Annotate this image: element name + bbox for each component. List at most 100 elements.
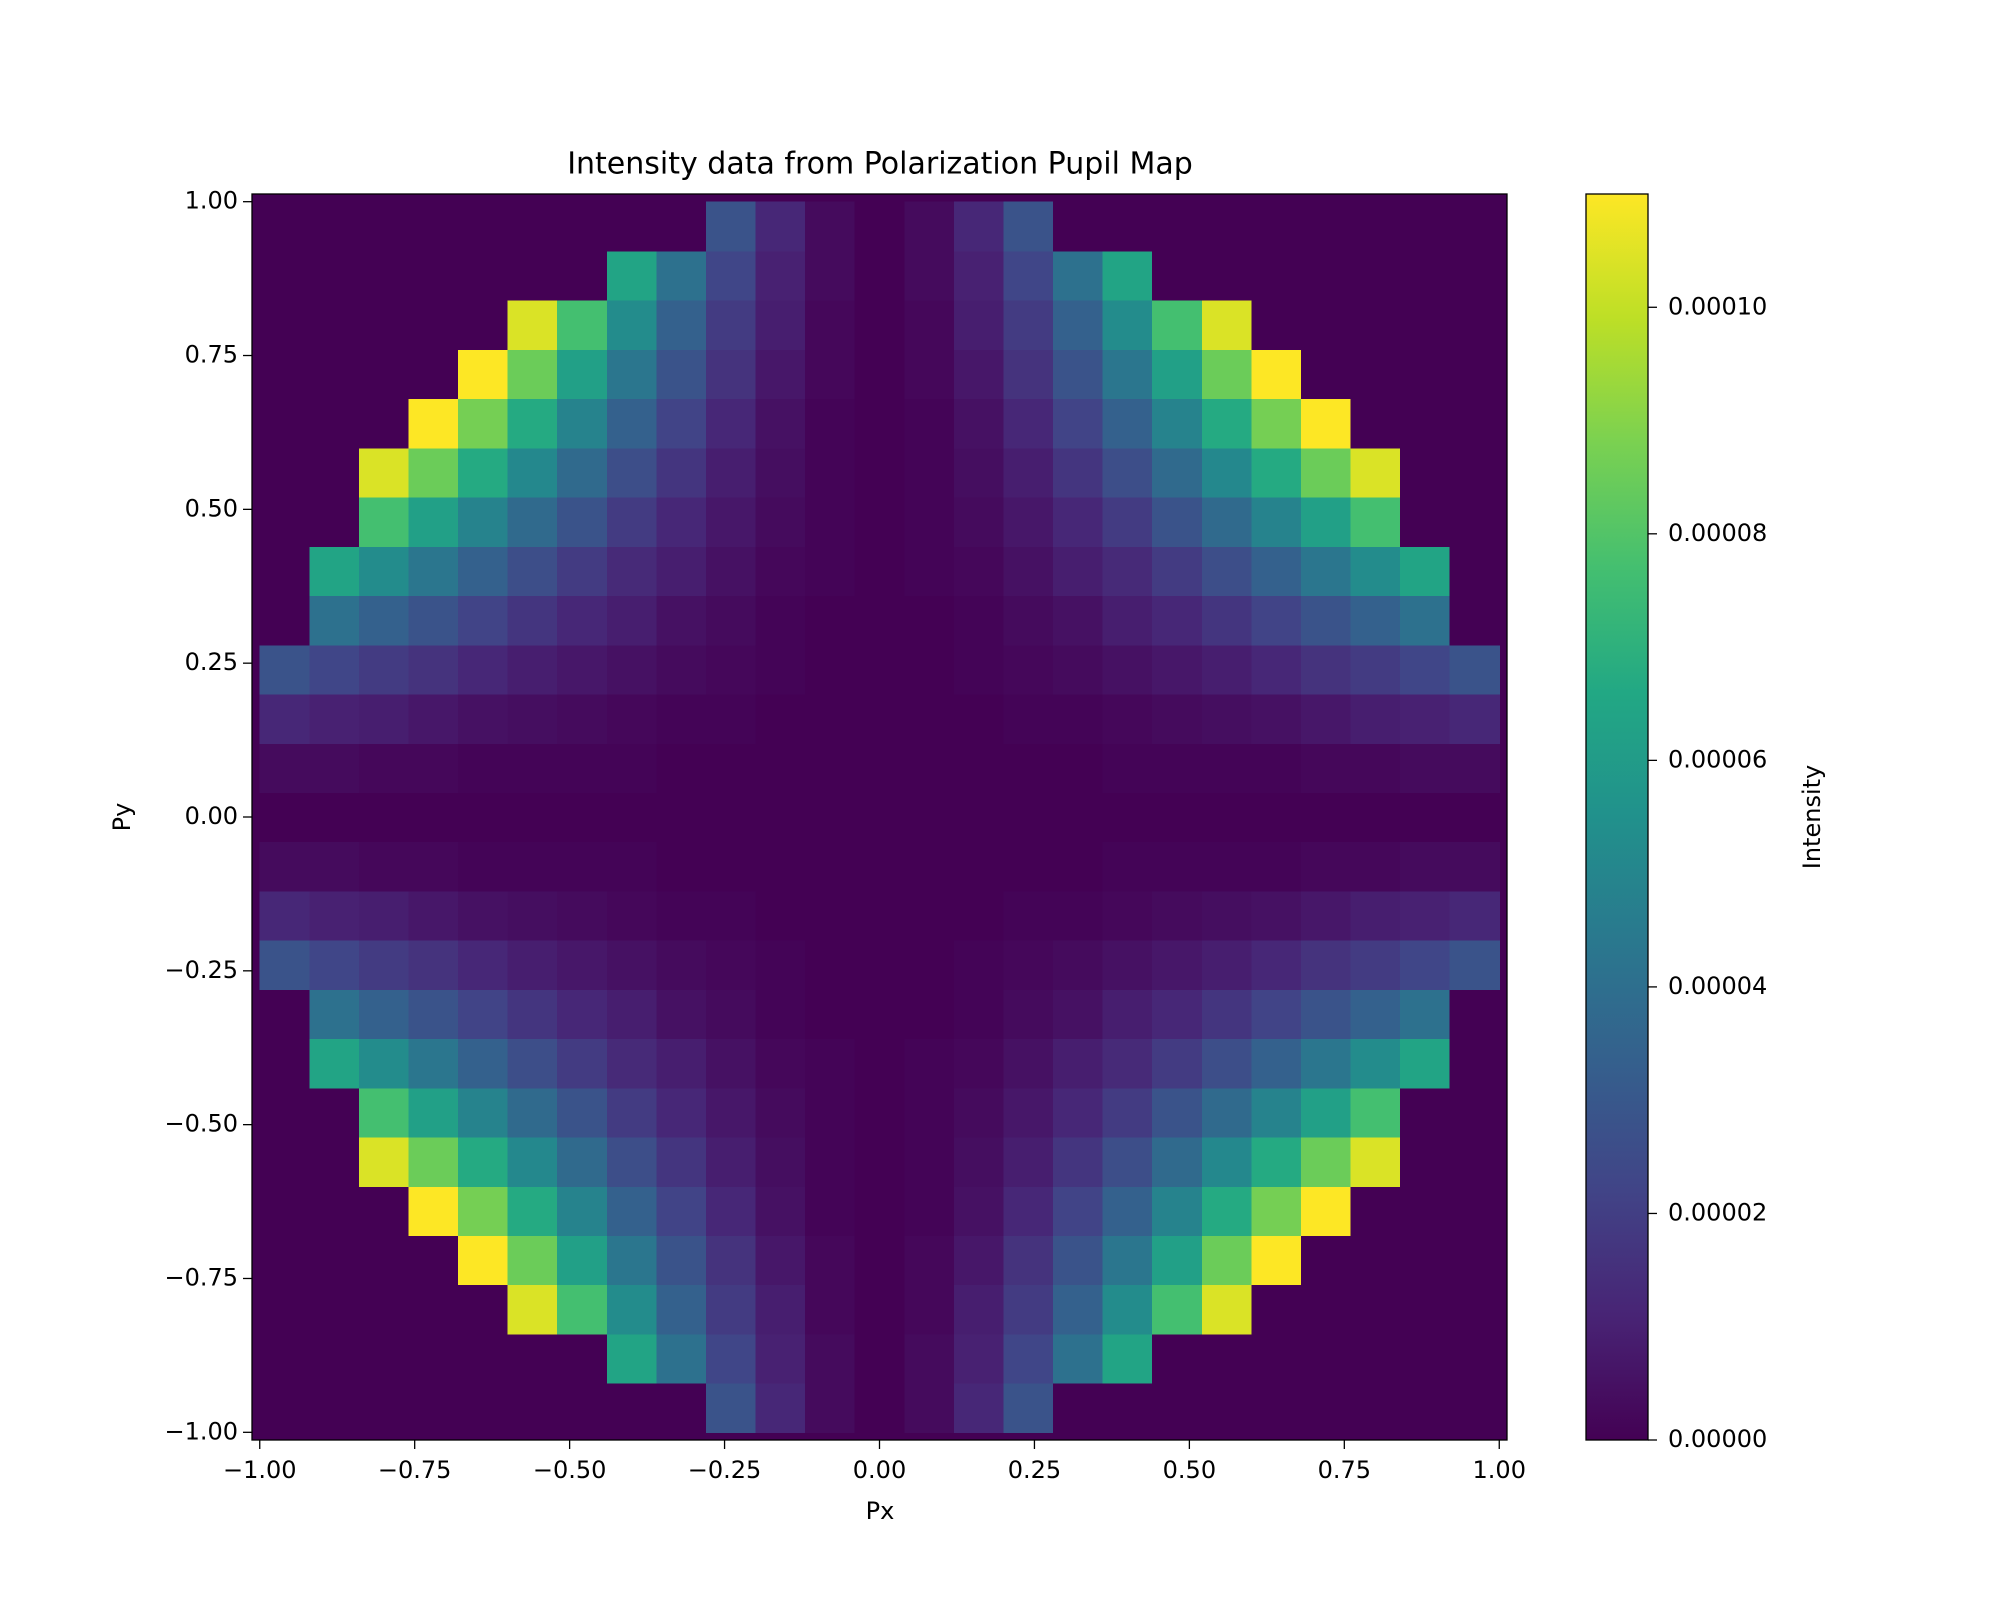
cell bbox=[1300, 447, 1352, 498]
cell bbox=[309, 743, 360, 793]
cell bbox=[1400, 398, 1451, 449]
cell bbox=[358, 841, 410, 892]
cell bbox=[606, 1136, 657, 1187]
cell bbox=[1053, 693, 1104, 744]
cell bbox=[1251, 890, 1302, 941]
cell bbox=[557, 300, 608, 350]
cell bbox=[904, 693, 955, 744]
cell bbox=[1350, 595, 1401, 646]
cell bbox=[1251, 250, 1302, 301]
cell bbox=[656, 201, 707, 252]
cell bbox=[1003, 546, 1054, 597]
cell bbox=[904, 201, 955, 252]
cell bbox=[1449, 546, 1500, 597]
cell bbox=[1053, 940, 1104, 990]
cell bbox=[904, 1087, 955, 1138]
cell bbox=[755, 1333, 806, 1384]
cell bbox=[1201, 1333, 1252, 1384]
colorbar-tick-label: 0.00000 bbox=[1668, 1425, 1767, 1453]
cell bbox=[458, 1186, 509, 1237]
cell bbox=[1251, 546, 1302, 597]
cell bbox=[259, 841, 310, 892]
cell bbox=[904, 447, 955, 498]
cell bbox=[408, 1383, 459, 1433]
cell bbox=[1102, 792, 1153, 843]
cell bbox=[1350, 1284, 1401, 1335]
cell bbox=[259, 497, 310, 547]
cell bbox=[606, 743, 657, 793]
cell bbox=[309, 1284, 360, 1335]
cell bbox=[805, 1038, 856, 1089]
cell bbox=[1152, 890, 1203, 941]
cell bbox=[805, 1186, 856, 1237]
cell bbox=[755, 792, 806, 843]
cell bbox=[705, 201, 757, 252]
cell bbox=[1350, 1186, 1401, 1237]
cell bbox=[1053, 398, 1104, 449]
cell bbox=[1102, 989, 1153, 1040]
cell bbox=[705, 989, 757, 1040]
cell bbox=[1102, 743, 1153, 793]
cell bbox=[1003, 743, 1054, 793]
cell bbox=[1449, 940, 1500, 990]
cell bbox=[1152, 349, 1203, 400]
cell bbox=[557, 1333, 608, 1384]
cell bbox=[805, 693, 856, 744]
cell bbox=[1201, 250, 1252, 301]
cell bbox=[854, 1087, 905, 1138]
cell bbox=[458, 300, 509, 350]
cell bbox=[656, 890, 707, 941]
cell bbox=[309, 595, 360, 646]
cell bbox=[755, 447, 806, 498]
cell bbox=[1201, 841, 1252, 892]
cell bbox=[458, 250, 509, 301]
cell bbox=[1400, 890, 1451, 941]
cell bbox=[408, 792, 459, 843]
cell bbox=[507, 1136, 558, 1187]
cell bbox=[1449, 1087, 1500, 1138]
cell bbox=[557, 497, 608, 547]
colorbar-label: Intensity bbox=[1798, 765, 1826, 869]
cell bbox=[507, 890, 558, 941]
cell bbox=[309, 989, 360, 1040]
cell bbox=[854, 1383, 905, 1433]
cell bbox=[656, 595, 707, 646]
cell bbox=[953, 792, 1005, 843]
cell bbox=[1003, 792, 1054, 843]
cell bbox=[1102, 250, 1153, 301]
cell bbox=[1251, 989, 1302, 1040]
cell bbox=[904, 890, 955, 941]
cell bbox=[1053, 201, 1104, 252]
cell bbox=[1003, 201, 1054, 252]
cell bbox=[904, 300, 955, 350]
cell bbox=[953, 1186, 1005, 1237]
cell bbox=[1300, 644, 1352, 695]
cell bbox=[705, 349, 757, 400]
cell bbox=[358, 398, 410, 449]
cell bbox=[408, 940, 459, 990]
cell bbox=[1400, 595, 1451, 646]
cell bbox=[1400, 447, 1451, 498]
cell bbox=[1350, 644, 1401, 695]
cell bbox=[259, 300, 310, 350]
cell bbox=[606, 349, 657, 400]
cell bbox=[606, 1087, 657, 1138]
cell bbox=[557, 841, 608, 892]
cell bbox=[656, 989, 707, 1040]
cell bbox=[656, 1038, 707, 1089]
cell bbox=[358, 447, 410, 498]
cell bbox=[755, 1186, 806, 1237]
cell bbox=[1152, 743, 1203, 793]
cell bbox=[259, 1235, 310, 1286]
cell bbox=[1449, 497, 1500, 547]
cell bbox=[805, 1235, 856, 1286]
cell bbox=[1350, 940, 1401, 990]
cell bbox=[705, 300, 757, 350]
cell bbox=[1053, 989, 1104, 1040]
cell bbox=[1400, 841, 1451, 892]
cell bbox=[358, 1333, 410, 1384]
cell bbox=[557, 792, 608, 843]
cell bbox=[705, 447, 757, 498]
cell bbox=[507, 940, 558, 990]
